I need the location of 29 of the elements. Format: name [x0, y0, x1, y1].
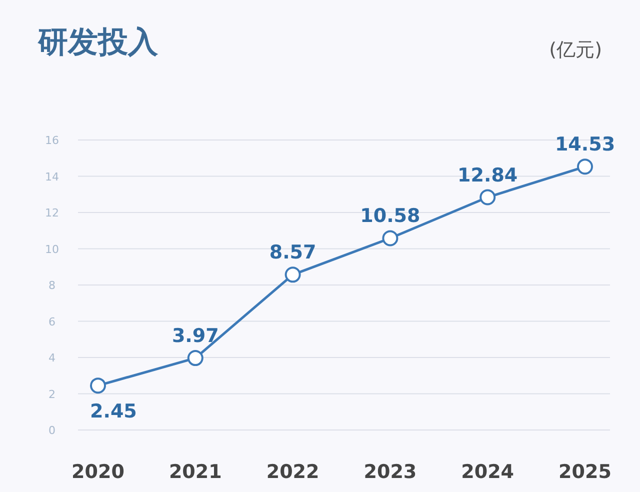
data-label: 10.58 — [360, 205, 420, 228]
x-tick-label: 2025 — [558, 461, 612, 483]
point — [90, 378, 106, 394]
x-tick-label: 2021 — [168, 461, 222, 483]
x-tick-label: 2022 — [266, 461, 320, 483]
chart-title: 研发投入 — [37, 25, 159, 60]
point — [187, 350, 204, 366]
y-tick-label: 12 — [45, 206, 59, 220]
point — [382, 230, 398, 246]
y-tick-label: 4 — [48, 352, 56, 364]
point — [480, 189, 496, 206]
point — [577, 158, 593, 175]
y-tick-label: 16 — [45, 134, 59, 147]
y-axis-title: (亿元) — [549, 39, 602, 61]
data-label: 12.84 — [458, 164, 518, 186]
data-label: 2.45 — [90, 400, 137, 423]
x-tick-label: 2024 — [461, 461, 514, 483]
y-tick-label: 8 — [48, 279, 56, 292]
data-label: 3.97 — [172, 325, 219, 348]
y-tick-label: 2 — [48, 388, 56, 401]
x-tick-label: 2020 — [72, 461, 124, 483]
x-tick-label: 2023 — [364, 461, 417, 483]
y-tick-label: 14 — [45, 170, 59, 184]
data-label: 14.53 — [554, 134, 616, 156]
y-tick-label: 0 — [48, 424, 56, 437]
data-label: 8.57 — [269, 242, 316, 264]
y-tick-label: 6 — [48, 315, 56, 328]
y-tick-label: 10 — [45, 242, 59, 256]
point — [284, 266, 301, 283]
